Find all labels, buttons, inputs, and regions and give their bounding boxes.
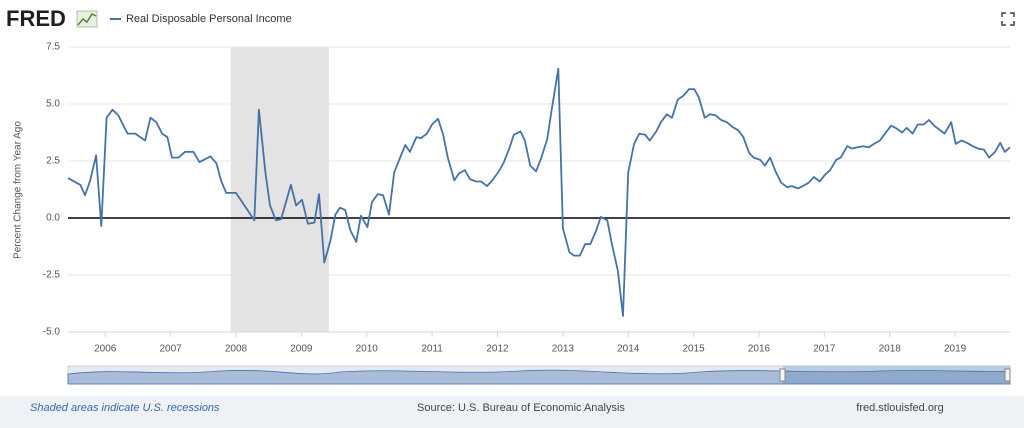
x-tick-label: 2009 — [290, 344, 313, 355]
y-tick-label: -5.0 — [43, 327, 61, 338]
y-axis-label: Percent Change from Year Ago — [13, 121, 24, 259]
x-tick-label: 2011 — [421, 344, 443, 355]
y-tick-label: 5.0 — [46, 99, 60, 110]
legend-label: Real Disposable Personal Income — [126, 13, 292, 25]
x-tick-label: 2008 — [225, 344, 248, 355]
logo: FRED — [6, 6, 66, 31]
chart-panel — [0, 0, 1024, 396]
logo-icon — [76, 10, 98, 28]
x-tick-label: 2016 — [748, 344, 771, 355]
y-tick-label: 0.0 — [46, 213, 60, 224]
x-tick-label: 2018 — [879, 344, 902, 355]
site[interactable]: fred.stlouisfed.org — [856, 402, 943, 414]
x-tick-label: 2007 — [160, 344, 183, 355]
y-tick-label: -2.5 — [43, 270, 61, 281]
x-tick-label: 2006 — [94, 344, 117, 355]
source: Source: U.S. Bureau of Economic Analysis — [417, 402, 625, 414]
recession-note: Shaded areas indicate U.S. recessions — [30, 402, 220, 414]
fullscreen-icon[interactable] — [1001, 12, 1015, 26]
plot — [67, 46, 1011, 337]
series-line — [67, 67, 1011, 317]
y-tick-label: 2.5 — [46, 156, 60, 167]
x-tick-label: 2014 — [617, 344, 640, 355]
x-tick-label: 2015 — [682, 344, 705, 355]
x-tick-label: 2017 — [813, 344, 836, 355]
navigator[interactable] — [67, 365, 1011, 385]
x-tick-label: 2012 — [486, 344, 509, 355]
x-tick-label: 2010 — [356, 344, 379, 355]
x-tick-label: 2013 — [552, 344, 575, 355]
recession-band — [230, 47, 329, 332]
y-tick-label: 7.5 — [46, 42, 60, 53]
footer-panel — [0, 396, 1024, 428]
x-tick-label: 2019 — [944, 344, 967, 355]
